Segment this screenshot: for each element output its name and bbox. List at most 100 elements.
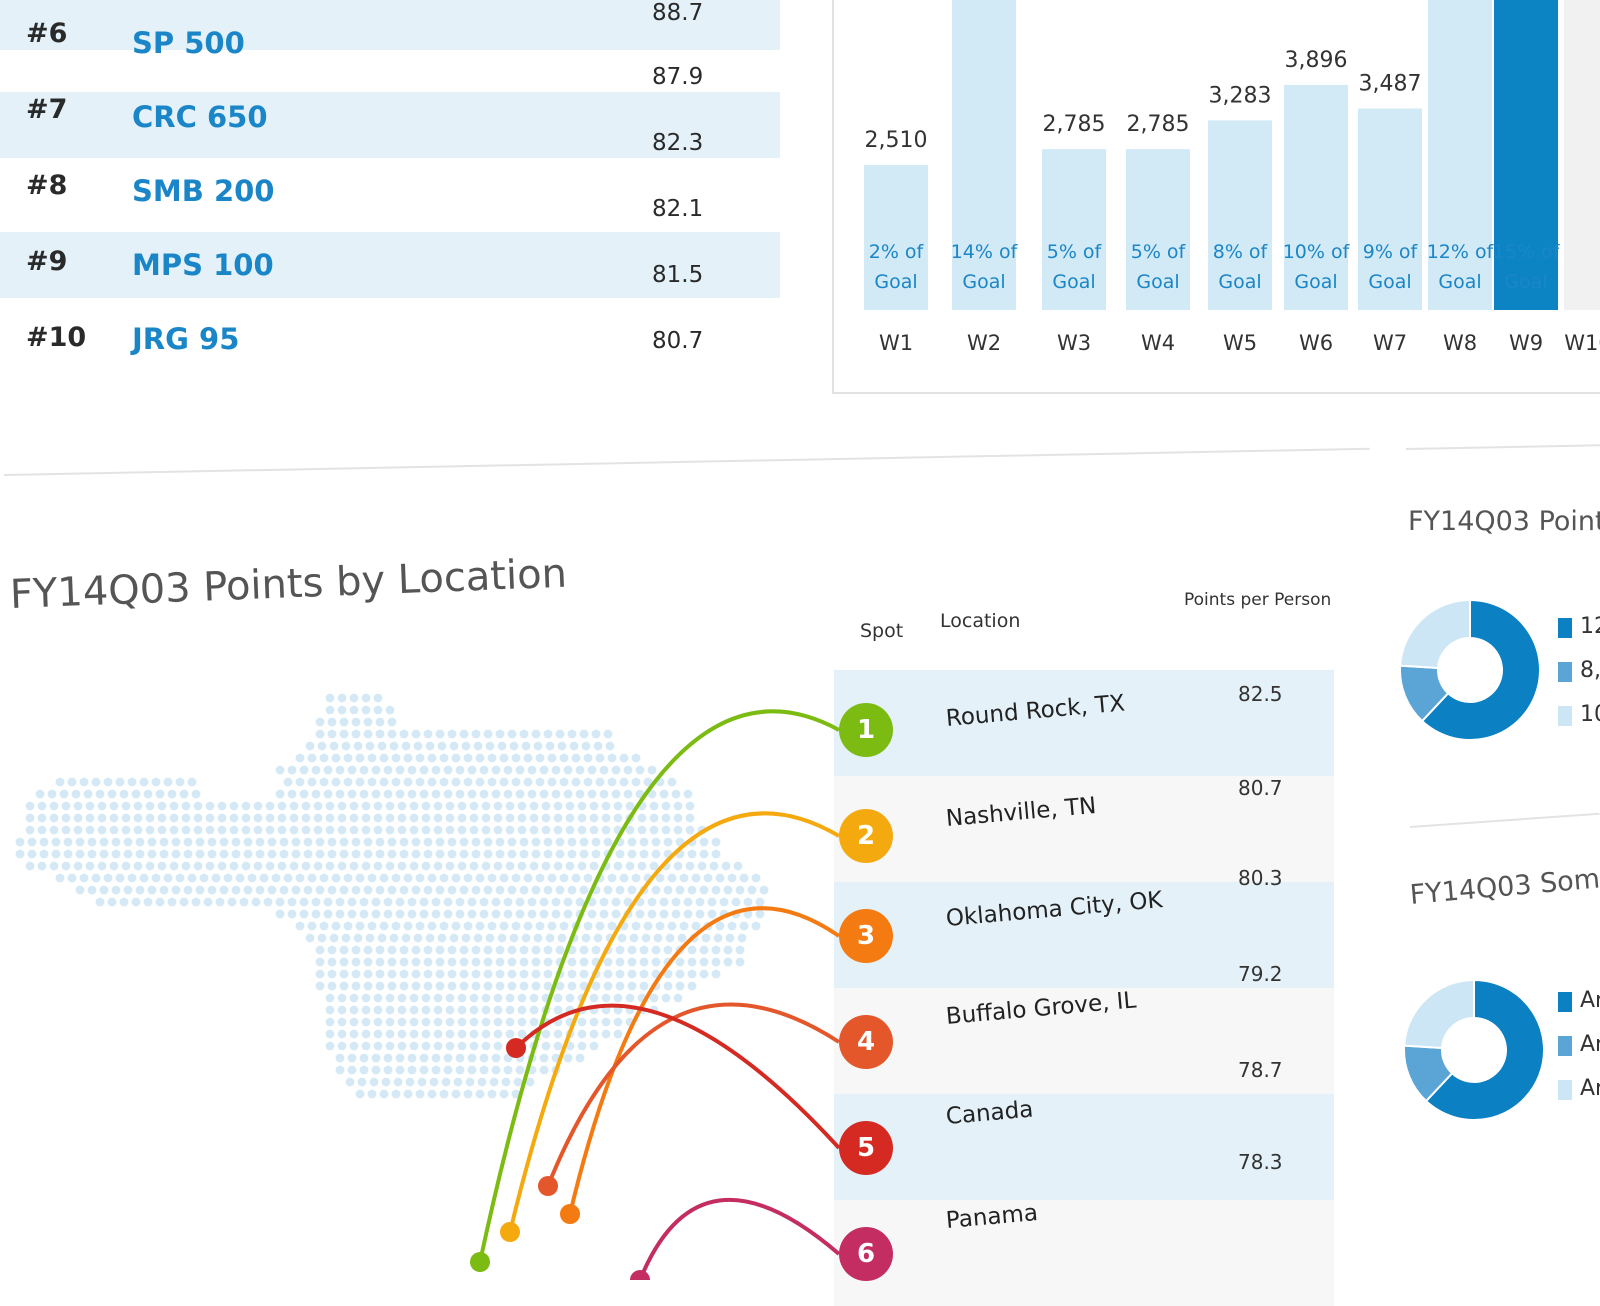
ranking-name-link[interactable]: SP 500: [132, 26, 245, 60]
map-location-dot: [560, 1204, 580, 1224]
side-panel-title: FY14Q03 Points by: [1408, 506, 1600, 537]
donut-slice: [1420, 598, 1541, 741]
column-header-points: Points per Person: [1184, 590, 1332, 610]
ranking-rank: #7: [26, 94, 68, 125]
bar-w7: [1358, 108, 1422, 310]
legend-label: 8,2: [1580, 658, 1600, 683]
ranking-score: 82.3: [652, 130, 704, 156]
bar-goal-label: Goal: [962, 271, 1005, 293]
ranking-score-partial: 88.7: [652, 0, 704, 26]
ranking-row-band: [0, 232, 780, 298]
location-points: 78.3: [1238, 1150, 1283, 1174]
ranking-rank: #10: [26, 322, 87, 353]
dot-map: [15, 693, 769, 1099]
column-header-location: Location: [940, 610, 1021, 632]
legend-label: 12: [1580, 614, 1600, 639]
bar-goal-label: 14% of: [951, 241, 1019, 263]
location-row[interactable]: [834, 670, 1334, 776]
bar-value-label: 3,283: [1209, 83, 1272, 108]
bar-goal-label: 8% of: [1213, 241, 1269, 263]
week-tick-label: W10: [1564, 331, 1600, 355]
legend-label: Ar: [1580, 1076, 1600, 1101]
bar-value-label: 2,785: [1043, 112, 1106, 137]
bar-goal-label: Goal: [1136, 271, 1179, 293]
donut-slice: [1404, 978, 1475, 1050]
legend-label: 10: [1580, 702, 1600, 727]
week-tick-label: W1: [879, 331, 913, 355]
spot-badge: 2: [839, 809, 893, 863]
ranking-name-link[interactable]: CRC 650: [132, 100, 268, 134]
week-tick-label: W8: [1443, 331, 1477, 355]
bar-w8: [1428, 0, 1492, 310]
location-points: 79.2: [1238, 962, 1283, 986]
bar-value-label: 2,785: [1127, 112, 1190, 137]
bar-w1: [864, 164, 928, 310]
connector-arc: [638, 1197, 841, 1280]
legend-swatch: [1558, 1036, 1572, 1056]
map-location-dot: [500, 1222, 520, 1242]
legend-swatch: [1558, 662, 1572, 682]
ranking-table: 88.7 #6 SP 500 87.9 #7 CRC 650 82.3 #8 S…: [0, 0, 780, 380]
week-tick-label: W2: [967, 331, 1001, 355]
location-row[interactable]: [834, 776, 1334, 882]
bar-w4: [1126, 149, 1190, 310]
week-tick-label: W7: [1373, 331, 1407, 355]
donut-chart: [1404, 978, 1545, 1121]
bar-value-label: 3,896: [1285, 48, 1348, 73]
ranking-rank: #8: [26, 170, 68, 201]
bar-goal-label: 12% of: [1427, 241, 1495, 263]
week-tick-label: W9: [1509, 331, 1543, 355]
bar-goal-label: 15% of: [1493, 241, 1561, 263]
bar-goal-label: 5% of: [1047, 241, 1103, 263]
donut-slice: [1400, 598, 1471, 670]
bar-goal-label: 9% of: [1363, 241, 1419, 263]
location-points: 82.5: [1238, 682, 1283, 706]
connector-arc: [478, 709, 840, 1263]
connector-arc: [508, 811, 841, 1233]
bar-goal-label: 5% of: [1131, 241, 1187, 263]
legend-swatch: [1558, 706, 1572, 726]
ranking-name-link[interactable]: JRG 95: [132, 322, 240, 356]
week-tick-label: W3: [1057, 331, 1091, 355]
donut-slice: [1424, 978, 1545, 1121]
bar-w10: [1564, 0, 1600, 310]
column-header-spot: Spot: [860, 620, 904, 642]
bar-goal-label: Goal: [1438, 271, 1481, 293]
legend-label: Ar: [1580, 988, 1600, 1013]
ranking-row-band: [0, 0, 780, 50]
ranking-rank: #9: [26, 246, 68, 277]
bar-w5: [1208, 120, 1272, 310]
ranking-score: 87.9: [652, 64, 704, 90]
location-points: 78.7: [1238, 1058, 1283, 1082]
ranking-rank: #6: [26, 18, 68, 49]
map-location-dot: [506, 1038, 526, 1058]
week-tick-label: W6: [1299, 331, 1333, 355]
location-row[interactable]: [834, 882, 1334, 988]
bar-goal-label: Goal: [874, 271, 917, 293]
location-row[interactable]: [834, 988, 1334, 1094]
map-dots: [15, 693, 769, 1099]
weekly-bar-chart: 2,510 2% of Goal W1 14% of Goal W2 2,785 5% of Go…: [864, 0, 1600, 355]
week-tick-label: W5: [1223, 331, 1257, 355]
bar-goal-label: Goal: [1368, 271, 1411, 293]
ranking-score: 81.5: [652, 262, 704, 288]
ranking-name-link[interactable]: MPS 100: [132, 248, 274, 282]
bar-goal-label: Goal: [1218, 271, 1261, 293]
legend-swatch: [1558, 618, 1572, 638]
bar-goal-label: 2% of: [869, 241, 925, 263]
legend-swatch: [1558, 1080, 1572, 1100]
location-points: 80.3: [1238, 866, 1283, 890]
bar-w6: [1284, 84, 1348, 311]
map-location-dot: [538, 1176, 558, 1196]
ranking-name-link[interactable]: SMB 200: [132, 174, 275, 208]
legend-swatch: [1558, 992, 1572, 1012]
bar-w2: [952, 0, 1016, 310]
map-location-dot: [630, 1270, 650, 1280]
bar-goal-label: 10% of: [1283, 241, 1351, 263]
spot-badge: 6: [839, 1227, 893, 1281]
spot-badge: 3: [839, 909, 893, 963]
spot-badge: 4: [839, 1015, 893, 1069]
donut-chart: [1400, 598, 1541, 741]
location-row[interactable]: [834, 1094, 1334, 1200]
